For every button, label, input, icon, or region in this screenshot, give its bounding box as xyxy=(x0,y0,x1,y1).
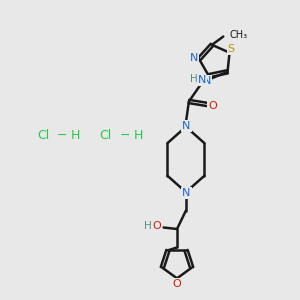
Text: H: H xyxy=(144,221,152,231)
Text: N: N xyxy=(190,52,198,63)
Text: O: O xyxy=(153,221,161,231)
Text: H: H xyxy=(134,129,143,142)
Text: CH₃: CH₃ xyxy=(230,30,248,40)
Text: N: N xyxy=(197,75,206,85)
Text: −: − xyxy=(119,129,130,142)
Text: N: N xyxy=(182,121,191,131)
Text: H: H xyxy=(190,74,198,84)
Text: N: N xyxy=(182,188,191,198)
Text: S: S xyxy=(227,44,235,54)
Text: O: O xyxy=(172,279,182,289)
Text: Cl: Cl xyxy=(99,129,112,142)
Text: H: H xyxy=(71,129,80,142)
Text: −: − xyxy=(57,129,68,142)
Text: Cl: Cl xyxy=(37,129,49,142)
Text: O: O xyxy=(208,101,217,111)
Text: N: N xyxy=(203,76,212,86)
